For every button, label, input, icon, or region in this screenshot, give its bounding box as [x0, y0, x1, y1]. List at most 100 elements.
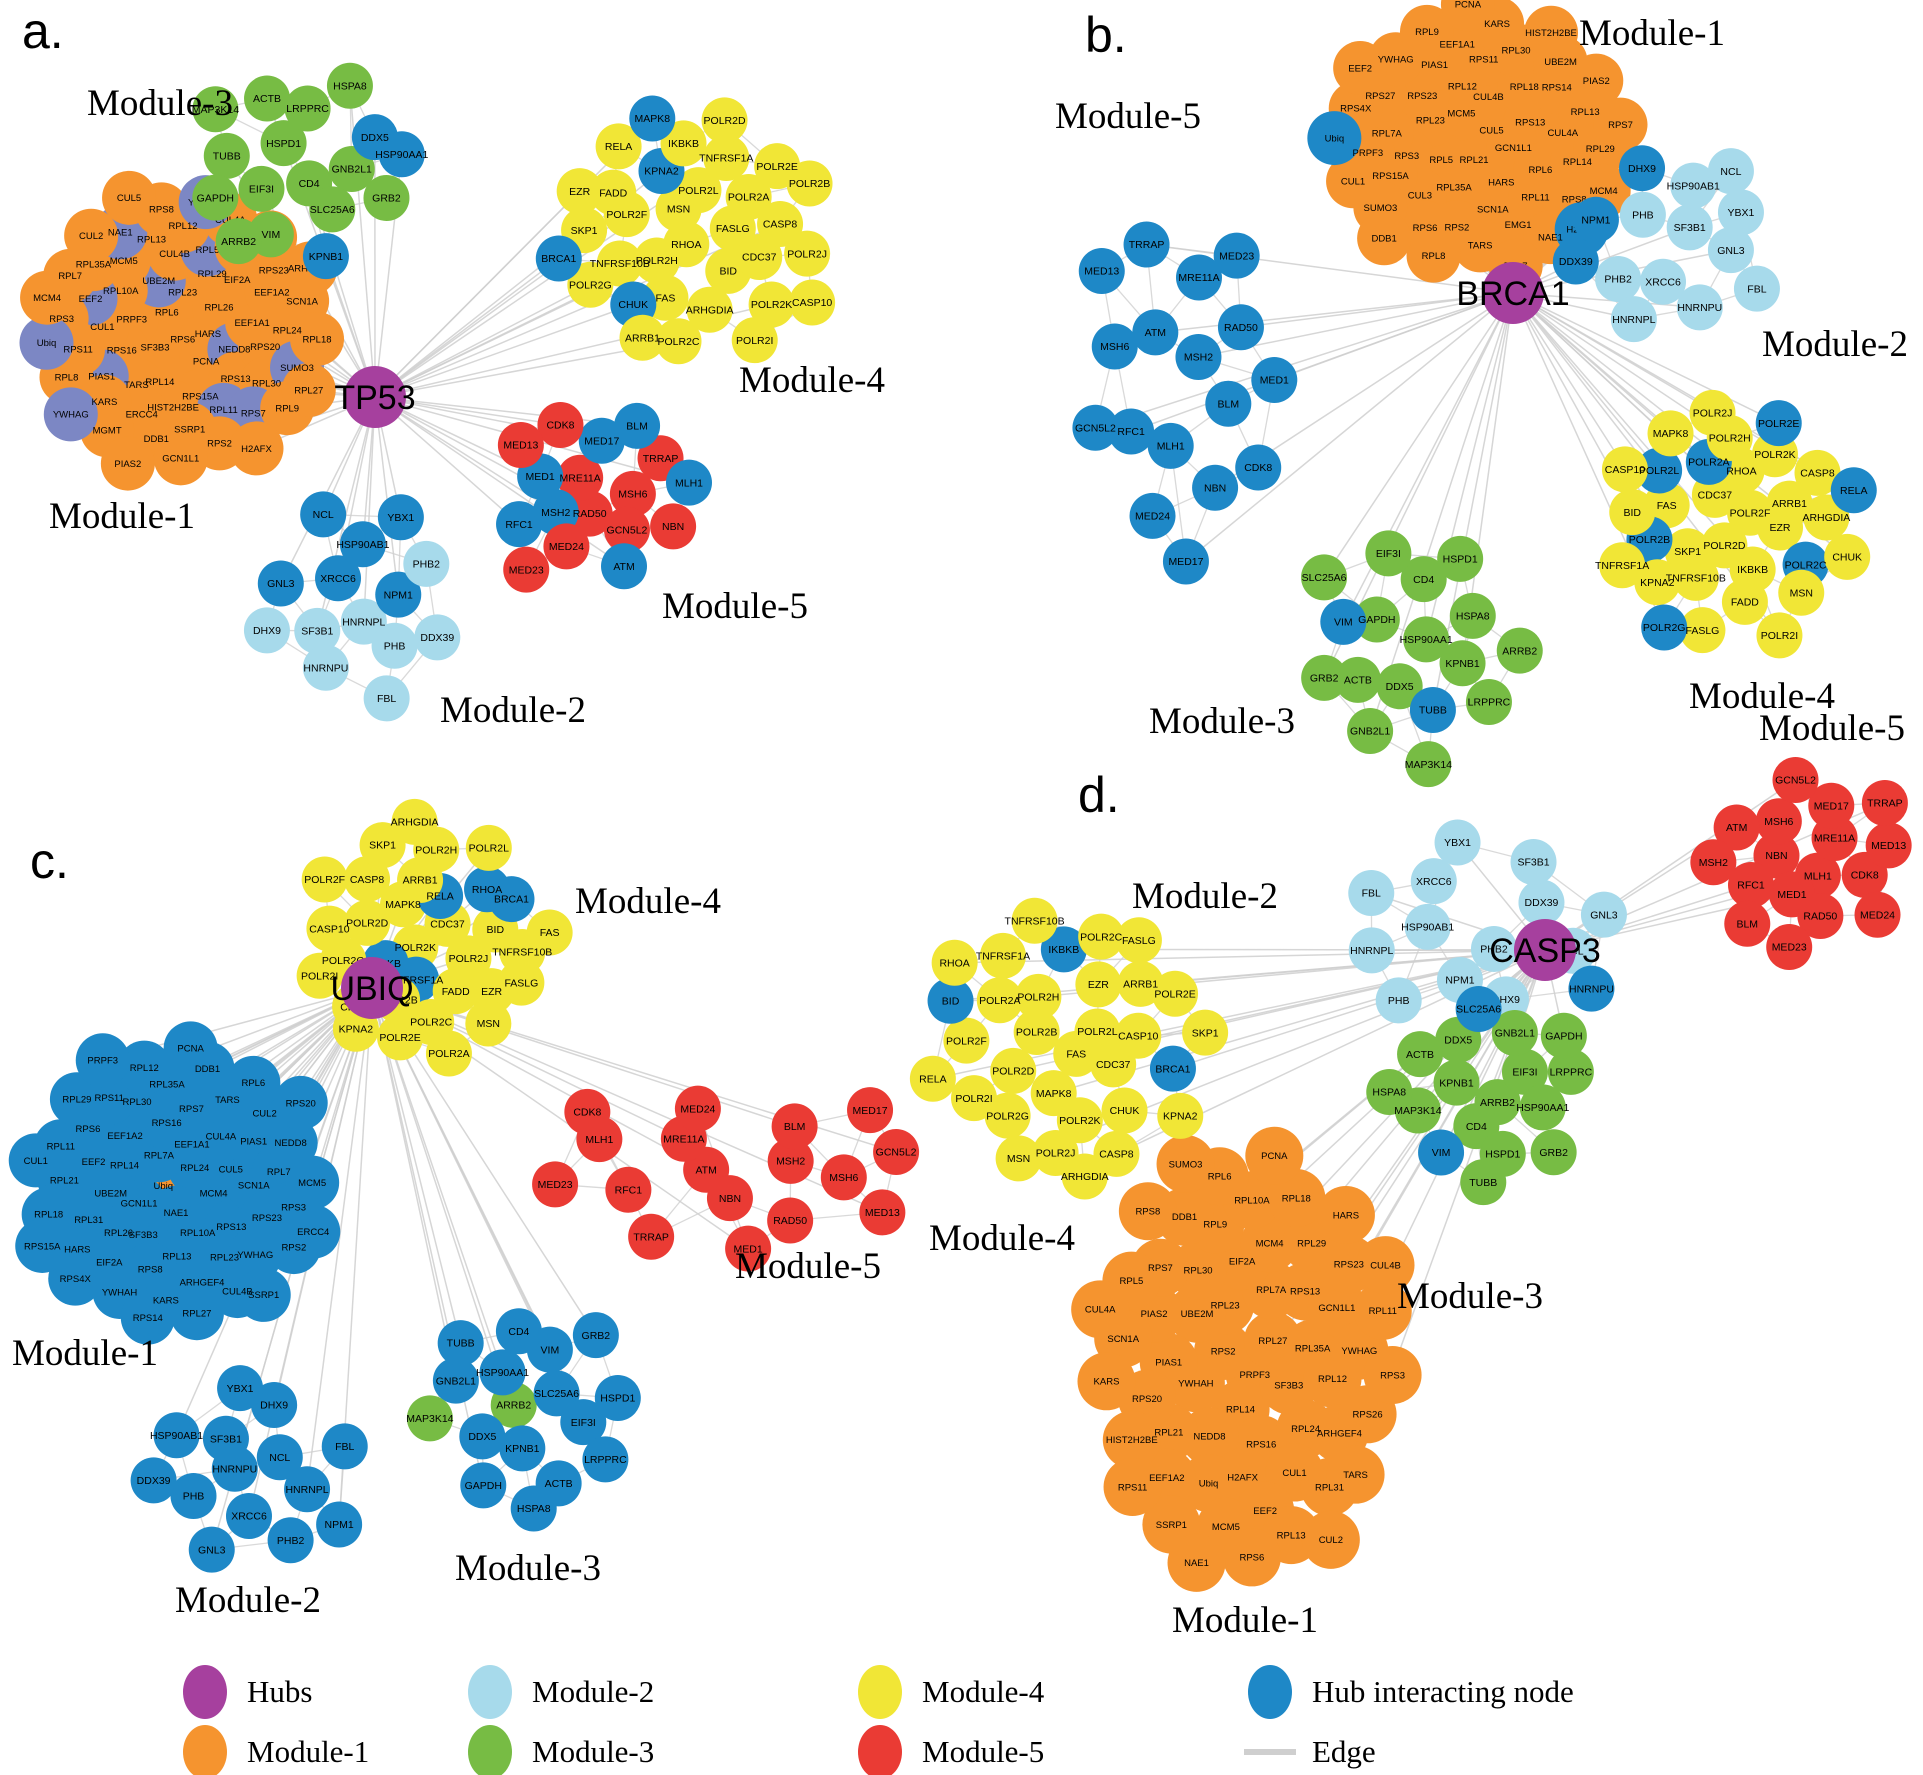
node-GRB2 [1530, 1129, 1577, 1176]
node-MRE11A [557, 454, 604, 501]
node-CDK8 [537, 402, 584, 449]
node-RPL6 [226, 1055, 281, 1110]
node-XRCC6 [1640, 258, 1687, 305]
hub-label-UBIQ: UBIQ [330, 970, 413, 1008]
node-RPS15A [15, 1218, 70, 1273]
node-POLR2K [748, 281, 795, 328]
node-MED13 [1078, 248, 1125, 295]
node-CDK8 [1235, 444, 1282, 491]
node-FASLG [498, 959, 545, 1006]
node-MED24 [1854, 891, 1901, 938]
node-DDX39 [414, 614, 461, 661]
node-SF3B1 [1666, 204, 1713, 251]
node-CUL5 [102, 170, 157, 225]
node-TRRAP [628, 1213, 675, 1260]
hub-edge [374, 223, 781, 398]
node-POLR2E [1755, 400, 1802, 447]
node-CUL2 [64, 208, 119, 263]
nodes-a-module-2: HNRNPLXRCC6NPM1SF3B1HSP90AB1PHBGNL3PHB2H… [243, 491, 461, 722]
node-BLM [771, 1103, 818, 1150]
legend: Hubs Module-1 Module-2 Module-3 Module-4 Modu… [183, 1665, 1574, 1775]
node-YBX1 [377, 494, 424, 541]
node-MSH6 [820, 1154, 867, 1201]
node-POLR2J [1689, 389, 1736, 436]
legend-swatch-hubs [183, 1665, 227, 1719]
node-GRB2 [572, 1312, 619, 1359]
panel-letter-a: a. [22, 3, 64, 59]
node-NCL [300, 491, 347, 538]
module-label-d-module-4: Module-4 [929, 1218, 1075, 1259]
node-RPL18 [290, 311, 345, 366]
node-RAD50 [767, 1197, 814, 1244]
module-label-a-module-5: Module-5 [662, 586, 808, 627]
node-IKBKB [1040, 926, 1087, 973]
node-SLC25A6 [1455, 986, 1502, 1033]
node-GCN5L2 [1072, 404, 1119, 451]
node-RPS20 [273, 1075, 328, 1130]
node-RFC1 [1727, 862, 1774, 909]
node-H2AFX [229, 421, 284, 476]
module-label-a-module-3: Module-3 [87, 83, 233, 124]
hub-edge [374, 396, 520, 525]
node-ARRB2 [1496, 627, 1543, 674]
node-POLR2B [786, 160, 833, 207]
hub-label-BRCA1: BRCA1 [1456, 275, 1569, 313]
node-HNRNPL [1610, 296, 1657, 343]
node-LRPPRC [1547, 1048, 1594, 1095]
node-VIM [1418, 1129, 1465, 1176]
node-YBX1 [1717, 189, 1764, 236]
node-MLH1 [665, 459, 712, 506]
node-ARRB1 [619, 314, 666, 361]
node-SLC25A6 [309, 186, 356, 233]
node-MLH1 [1147, 422, 1194, 469]
node-HARS [1316, 1185, 1375, 1244]
node-ARRB1 [1766, 480, 1813, 527]
node-MCM5 [285, 1155, 340, 1210]
module-label-c-module-2: Module-2 [175, 1580, 321, 1621]
node-YBX1 [1434, 819, 1481, 866]
node-PCNA [1440, 0, 1495, 32]
node-CHUK [1101, 1087, 1148, 1134]
node-NBN [650, 503, 697, 550]
node-CHUK [1824, 533, 1871, 580]
node-PHB [1375, 977, 1422, 1024]
node-RHOA [931, 939, 978, 986]
node-MSN [995, 1135, 1042, 1182]
node-TNFRSF1A [1599, 542, 1646, 589]
hub-node-BRCA1 [1482, 262, 1544, 324]
node-HNRNPU [302, 644, 349, 691]
node-POLR2D [990, 1047, 1037, 1094]
legend-label-module-5: Module-5 [922, 1734, 1044, 1769]
module-label-a-module-2: Module-2 [440, 690, 586, 731]
node-YBX1 [217, 1365, 264, 1412]
node-GCN5L2 [1772, 756, 1819, 803]
node-MED17 [847, 1087, 894, 1134]
node-CUL4B [1356, 1236, 1415, 1295]
node-FAS [526, 909, 573, 956]
node-ARHGDIA [686, 286, 733, 333]
node-RFC1 [1108, 408, 1155, 455]
node-RPS6 [1222, 1528, 1281, 1587]
node-TRRAP [1123, 221, 1170, 268]
node-XRCC6 [315, 555, 362, 602]
node-HNRNPL [1348, 927, 1395, 974]
panel-letter-d: d. [1078, 767, 1120, 823]
node-SF3B1 [294, 607, 341, 654]
node-MAPK8 [629, 95, 676, 142]
node-PCNA [1245, 1126, 1304, 1185]
panel-letter-c: c. [30, 833, 69, 889]
hub-edge [1369, 292, 1514, 732]
node-POLR2A [976, 977, 1023, 1024]
node-RELA [909, 1055, 956, 1102]
hub-edge [306, 987, 373, 1490]
node-RPS4X [48, 1251, 103, 1306]
node-CASP10 [789, 279, 836, 326]
node-CUL1 [8, 1133, 63, 1188]
module-label-b-module-1: Module-1 [1579, 13, 1725, 54]
node-MED13 [859, 1189, 906, 1236]
node-PHB [371, 622, 418, 669]
hub-edge [374, 396, 561, 426]
hub-edge [1512, 292, 1660, 472]
node-KARS [1077, 1352, 1136, 1411]
node-RAD50 [566, 490, 613, 537]
